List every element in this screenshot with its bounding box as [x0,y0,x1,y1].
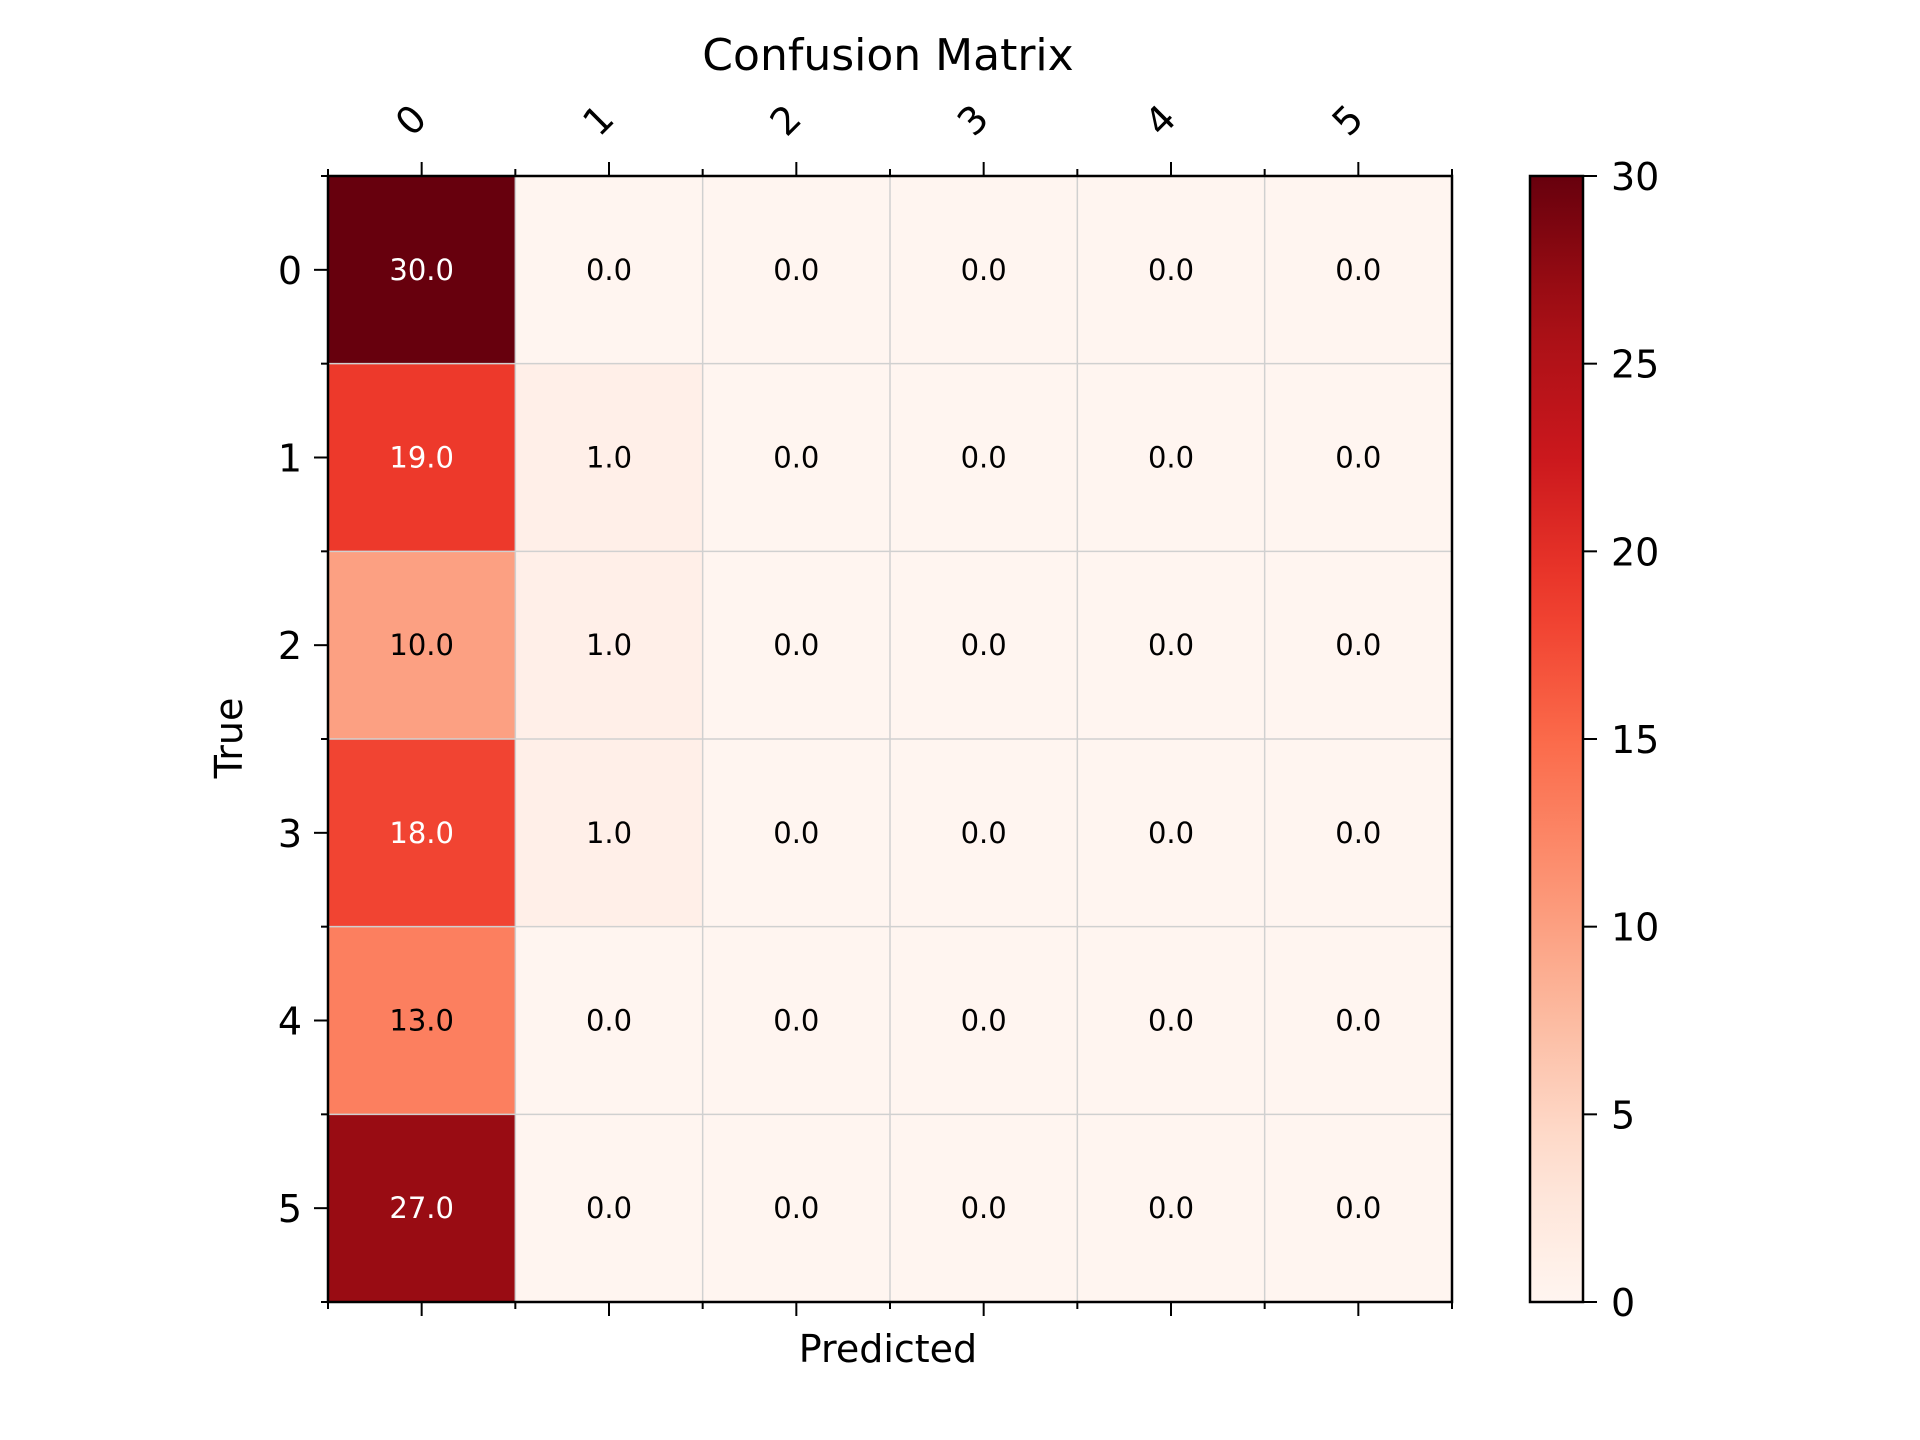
y-tick-label: 0 [278,249,302,293]
cell-value-label: 0.0 [1148,628,1194,662]
cell-value-label: 0.0 [1335,441,1381,475]
cell-value-label: 0.0 [586,1191,632,1225]
cell-value-label: 0.0 [961,253,1007,287]
heatmap-cell [328,1114,516,1302]
heatmap-cells: 30.0 0.0 0.0 0.0 0.0 0.0 19.0 1.0 0.0 0.0 0.0 0.0 10… [328,176,1452,1302]
heatmap-cell [515,1114,703,1302]
cell-value-label: 0.0 [1148,441,1194,475]
heatmap-cell [1077,176,1265,364]
heatmap-cell [890,926,1078,1115]
y-tick-label: 5 [278,1187,302,1231]
cell-value-label: 0.0 [773,253,819,287]
colorbar-tick-label: 0 [1611,1281,1635,1325]
heatmap-cell [515,739,703,927]
cell-value-label: 10.0 [389,628,454,662]
cell-value-label: 30.0 [389,253,454,287]
heatmap-cell [1077,926,1265,1115]
colorbar-tick-label: 10 [1611,906,1659,950]
colorbar-tick-label: 15 [1611,718,1659,762]
cell-value-label: 0.0 [773,628,819,662]
heatmap-cell [328,551,516,739]
heatmap-cell [890,551,1078,739]
heatmap-cell [1264,551,1452,739]
heatmap-cell [1077,739,1265,927]
cell-value-label: 1.0 [586,441,632,475]
cell-value-label: 0.0 [1335,253,1381,287]
heatmap-cell [328,363,516,552]
cell-value-label: 0.0 [1335,628,1381,662]
cell-value-label: 27.0 [389,1191,454,1225]
heatmap-cell [515,551,703,739]
cell-value-label: 0.0 [961,1191,1007,1225]
cell-value-label: 0.0 [961,1004,1007,1038]
y-tick-label: 2 [278,624,302,668]
colorbar-tick-label: 20 [1611,530,1659,574]
cell-value-label: 0.0 [773,1004,819,1038]
heatmap-cell [702,176,890,364]
heatmap-cell [702,926,890,1115]
heatmap-cell [1264,739,1452,927]
heatmap-cell [328,739,516,927]
cell-value-label: 0.0 [961,628,1007,662]
cell-value-label: 0.0 [1148,816,1194,850]
cell-value-label: 0.0 [1335,1191,1381,1225]
cell-value-label: 13.0 [389,1004,454,1038]
cell-value-label: 0.0 [1335,816,1381,850]
heatmap-cell [1077,363,1265,552]
cell-value-label: 0.0 [773,441,819,475]
heatmap-cell [1264,1114,1452,1302]
colorbar-tick-label: 30 [1611,155,1659,199]
heatmap-cell [890,363,1078,552]
cell-value-label: 0.0 [773,1191,819,1225]
cell-value-label: 0.0 [1148,253,1194,287]
heatmap-cell [328,176,516,364]
axis-ticks [314,162,1453,1316]
cell-value-label: 1.0 [586,628,632,662]
heatmap-cell [890,176,1078,364]
chart-title: Confusion Matrix [702,30,1073,81]
heatmap-cell [890,1114,1078,1302]
y-axis-label: True [207,698,251,780]
heatmap-cell [1264,176,1452,364]
cell-value-label: 19.0 [389,441,454,475]
heatmap-cell [1077,1114,1265,1302]
cell-value-label: 0.0 [961,816,1007,850]
heatmap-cell [1264,363,1452,552]
cell-value-label: 0.0 [586,253,632,287]
heatmap-cell [702,739,890,927]
cell-value-label: 1.0 [586,816,632,850]
y-tick-label: 4 [278,1000,302,1044]
colorbar-ticks: 0 5 10 15 20 25 30 [1583,155,1659,1325]
colorbar-tick-label: 25 [1611,343,1659,387]
grid-lines [328,176,1452,1302]
cell-value-label: 0.0 [586,1004,632,1038]
heatmap-cell [515,176,703,364]
cell-value-label: 18.0 [389,816,454,850]
heatmap-cell [515,363,703,552]
cell-value-label: 0.0 [1148,1004,1194,1038]
heatmap-cell [702,363,890,552]
colorbar [1528,174,1585,1304]
cell-value-label: 0.0 [773,816,819,850]
heatmap-cell [1077,551,1265,739]
heatmap-cell [515,926,703,1115]
y-tick-label: 3 [278,812,302,856]
heatmap-cell [702,1114,890,1302]
cell-value-label: 0.0 [1335,1004,1381,1038]
cell-value-label: 0.0 [961,441,1007,475]
heatmap-cell [1264,926,1452,1115]
heatmap-cell [702,551,890,739]
y-tick-label: 1 [278,437,302,481]
heatmap-cell [328,926,516,1115]
x-axis-label: Predicted [799,1327,977,1371]
colorbar-tick-label: 5 [1611,1093,1635,1137]
heatmap-cell [890,739,1078,927]
y-tick-labels: 0 1 2 3 4 5 [278,249,302,1231]
cell-value-label: 0.0 [1148,1191,1194,1225]
